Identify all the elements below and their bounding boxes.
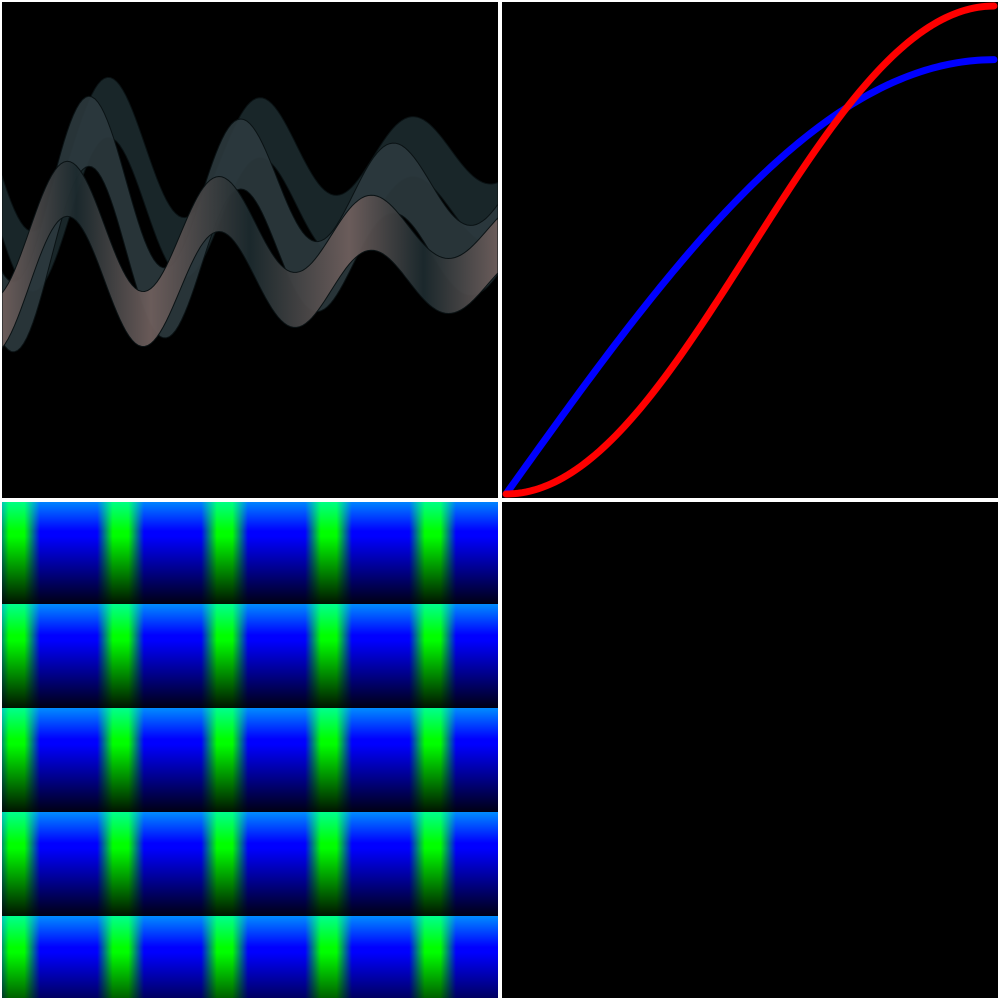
heatmap-tile	[170, 708, 274, 812]
heatmap-tile	[378, 812, 482, 916]
heatmap-tile	[482, 916, 498, 998]
heatmap-tile	[482, 708, 498, 812]
heatmap-tile	[482, 812, 498, 916]
heatmap-tile	[274, 916, 378, 998]
heatmap-tile	[482, 604, 498, 708]
heatmap-tile	[482, 502, 498, 604]
heatmap-tile	[66, 708, 170, 812]
heatmap-tile	[2, 916, 66, 998]
heatmap-tile	[170, 502, 274, 604]
heatmap-tile	[2, 708, 66, 812]
empty-panel	[502, 502, 998, 998]
heatmap-tile	[274, 502, 378, 604]
heatmap-tile	[170, 916, 274, 998]
heatmap-tile	[170, 604, 274, 708]
heatmap-tile	[274, 708, 378, 812]
surface-ribbon	[2, 160, 498, 350]
heatmap-tile	[2, 604, 66, 708]
heatmap-tile	[378, 604, 482, 708]
heatmap	[2, 502, 498, 998]
heatmap-tile	[66, 502, 170, 604]
heatmap-tile	[2, 502, 66, 604]
heatmap-tile	[66, 812, 170, 916]
surface-ribbon	[2, 76, 498, 293]
heatmap-tile	[274, 812, 378, 916]
series-line-red	[502, 2, 998, 498]
line-chart	[502, 2, 998, 498]
heatmap-tile	[274, 604, 378, 708]
heatmap-tile	[378, 502, 482, 604]
series-line-blue	[502, 56, 998, 498]
heatmap-tile	[66, 916, 170, 998]
heatmap-tile	[378, 916, 482, 998]
heatmap-tile	[66, 604, 170, 708]
heatmap-tile	[378, 708, 482, 812]
surface-plot-panel	[2, 2, 498, 498]
surface-plot	[2, 76, 498, 353]
heatmap-tile	[170, 812, 274, 916]
heatmap-tile	[2, 812, 66, 916]
heatmap-panel	[2, 502, 498, 998]
line-chart-panel	[502, 2, 998, 498]
